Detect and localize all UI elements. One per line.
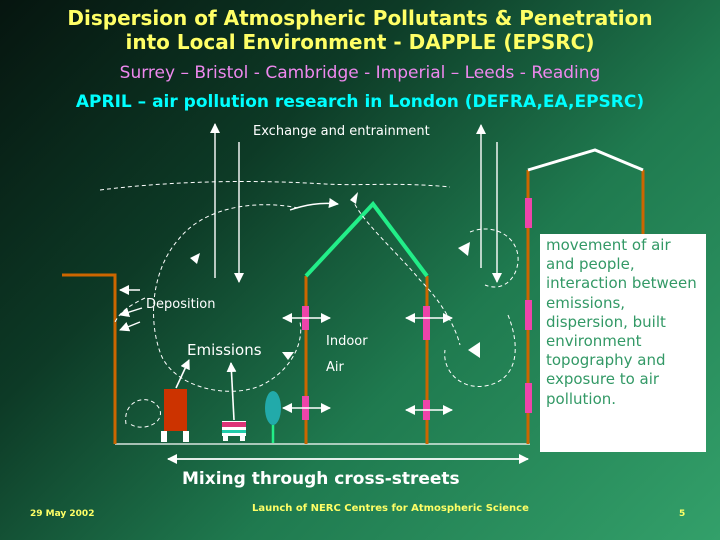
wake-flow — [351, 197, 461, 346]
right-building-roof — [527, 148, 644, 172]
title-line-2: into Local Environment - DAPPLE (EPSRC) — [125, 30, 595, 54]
window — [525, 300, 532, 330]
bus-wheel — [161, 431, 167, 442]
mixing-label: Mixing through cross-streets — [182, 469, 460, 489]
bus-icon — [164, 389, 187, 431]
flow-direction-arrow — [350, 192, 358, 204]
deposition-flow — [114, 297, 146, 323]
recirculation-left — [153, 204, 302, 392]
emission-arrow — [175, 359, 190, 389]
deposition-arrow — [119, 307, 143, 318]
ground-eddy — [125, 399, 161, 428]
info-box: movement of air and people, interaction … — [540, 234, 706, 452]
window — [423, 306, 430, 340]
indoor-label: Indoor — [326, 334, 368, 349]
emission-arrow — [226, 362, 237, 421]
page-number: 5 — [679, 509, 686, 519]
upper-streamline — [99, 181, 451, 191]
deposition-label: Deposition — [146, 297, 216, 312]
exchange-label: Exchange and entrainment — [253, 124, 430, 139]
bus-wheel — [183, 431, 189, 442]
flow-direction-arrow — [468, 342, 480, 358]
flow-direction-arrow — [282, 352, 294, 360]
left-building-wall — [62, 273, 117, 444]
incoming-flow-arrow — [289, 198, 339, 211]
project-line: APRIL – air pollution research in London… — [75, 92, 645, 112]
info-text: movement of air and people, interaction … — [546, 236, 697, 408]
central-building-roof — [304, 200, 429, 278]
footer-event: Launch of NERC Centres for Atmospheric S… — [252, 503, 529, 514]
flow-direction-arrow — [190, 253, 200, 264]
window — [525, 198, 532, 228]
flow-direction-arrow — [458, 242, 470, 256]
university-list: Surrey – Bristol - Cambridge - Imperial … — [119, 63, 601, 83]
pedestrian-icon — [265, 391, 281, 425]
title-line-1: Dispersion of Atmospheric Pollutants & P… — [67, 6, 653, 30]
emissions-label: Emissions — [187, 341, 262, 359]
deposition-arrow — [119, 321, 141, 332]
window — [525, 383, 532, 413]
recirculation-right — [469, 228, 519, 288]
air-label: Air — [326, 360, 344, 375]
footer-date: 29 May 2002 — [30, 509, 95, 519]
street-eddy — [444, 314, 516, 387]
car-icon — [222, 421, 246, 441]
